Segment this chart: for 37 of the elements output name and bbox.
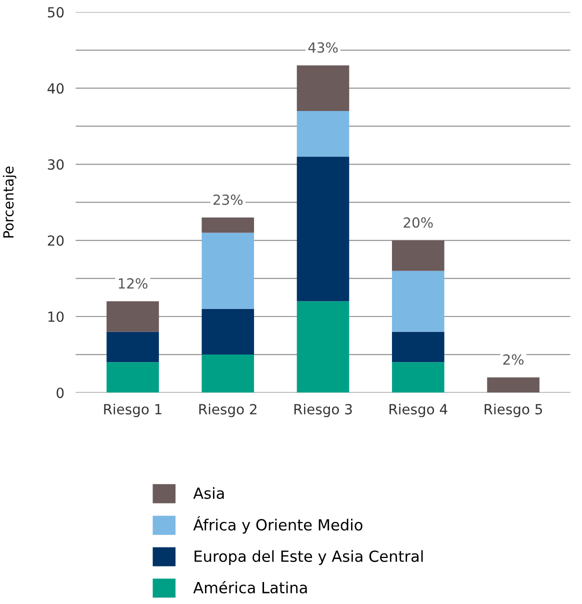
total-label: 43% [308,42,338,53]
bar [487,377,540,393]
legend-label: Asia [193,487,224,499]
bar [296,65,350,112]
bar [392,362,444,393]
bar [106,332,159,362]
bar [296,111,350,157]
bar [202,232,254,309]
bar [106,362,159,393]
bar [202,354,254,393]
y-tick-label: 0 [56,388,64,398]
total-label: 23% [213,194,243,205]
x-tick-label: Riesgo 4 [390,404,448,418]
total-label: 12% [118,278,148,289]
bar [202,308,254,355]
bar [202,218,254,233]
bar [392,332,444,362]
y-tick-label: 20 [48,235,64,246]
bar [106,301,159,332]
total-label: 2% [503,354,524,365]
y-tick-label: 40 [48,83,64,94]
y-tick-label: 30 [48,159,64,170]
legend-label: África y Oriente Medio [193,516,362,534]
x-tick-label: Riesgo 5 [484,404,542,418]
legend-label: América Latina [193,580,307,594]
legend-label: Europa del Este y Asia Central [194,550,423,565]
bar [296,301,350,393]
x-tick-label: Riesgo 3 [294,404,352,418]
bar [296,156,350,302]
y-axis-title: Porcentaje [2,166,16,238]
total-label: 20% [404,217,433,228]
x-tick-label: Riesgo 1 [104,404,162,418]
x-tick-label: Riesgo 2 [199,404,256,418]
bar [392,270,444,332]
bar [392,240,444,271]
y-tick-label: 50 [48,7,64,18]
y-tick-label: 10 [48,311,64,322]
